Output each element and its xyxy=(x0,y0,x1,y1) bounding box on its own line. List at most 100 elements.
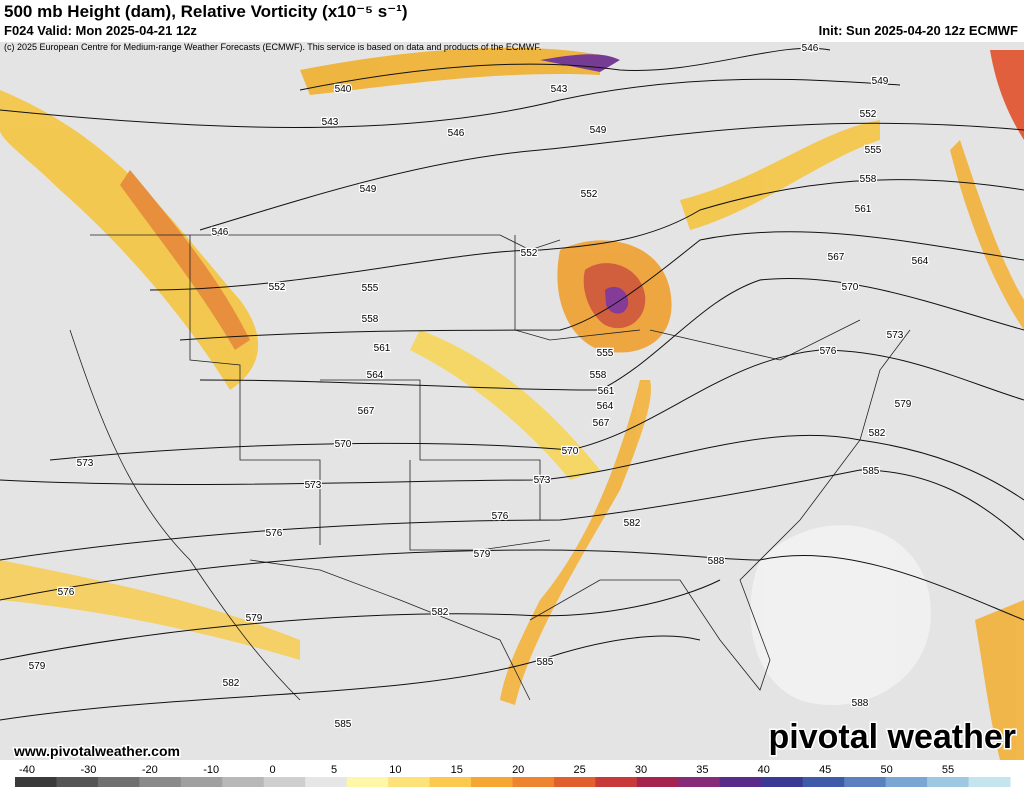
contour-label: 543 xyxy=(322,117,339,128)
colorbar-swatch xyxy=(761,777,804,787)
colorbar-swatch xyxy=(719,777,762,787)
watermark: pivotal weather xyxy=(768,718,1016,756)
contour-label: 576 xyxy=(58,587,75,598)
colorbar-label: 55 xyxy=(942,764,954,776)
contour-label: 564 xyxy=(597,401,614,412)
contour-label: 561 xyxy=(598,386,615,397)
colorbar: -40 -30 -20 -10 0 5 10 15 20 25 30 35 40 45 50 55 xyxy=(0,760,1024,791)
contour-label: 561 xyxy=(374,343,391,354)
colorbar-label: 50 xyxy=(880,764,892,776)
contour-label: 543 xyxy=(551,84,568,95)
colorbar-swatch xyxy=(305,777,348,787)
colorbar-swatch xyxy=(180,777,223,787)
contour-label: 558 xyxy=(860,174,877,185)
colorbar-label: 5 xyxy=(331,764,337,776)
contour-label: 546 xyxy=(802,43,819,54)
contour-label: 573 xyxy=(534,475,551,486)
colorbar-label: 0 xyxy=(270,764,276,776)
colorbar-label: -20 xyxy=(142,764,158,776)
contour-label: 567 xyxy=(828,252,845,263)
init-time: Init: Sun 2025-04-20 12z ECMWF xyxy=(818,23,1018,38)
colorbar-swatch xyxy=(678,777,721,787)
contour-label: 549 xyxy=(872,76,889,87)
colorbar-swatch xyxy=(553,777,596,787)
contour-label: 549 xyxy=(360,184,377,195)
url: www.pivotalweather.com xyxy=(13,743,180,759)
colorbar-swatch xyxy=(636,777,679,787)
contour-label: 567 xyxy=(358,406,375,417)
contour-label: 585 xyxy=(537,657,554,668)
contour-label: 555 xyxy=(597,348,614,359)
colorbar-swatch xyxy=(263,777,306,787)
contour-label: 552 xyxy=(521,248,538,259)
colorbar-swatch xyxy=(346,777,389,787)
contour-label-layer: 546 549 552 555 558 561 564 567 570 573 576 579 582 5… xyxy=(27,42,930,732)
colorbar-label: 25 xyxy=(573,764,585,776)
contour-label: 582 xyxy=(624,518,641,529)
contour-label: 576 xyxy=(266,528,283,539)
contour-label: 579 xyxy=(474,549,491,560)
contour-label: 585 xyxy=(335,719,352,730)
colorbar-swatch xyxy=(15,777,57,787)
colorbar-swatch xyxy=(97,777,140,787)
colorbar-swatch xyxy=(139,777,182,787)
title: 500 mb Height (dam), Relative Vorticity … xyxy=(4,2,408,21)
colorbar-label: -40 xyxy=(19,764,35,776)
contour-label: 573 xyxy=(887,330,904,341)
contour-label: 552 xyxy=(581,189,598,200)
colorbar-swatch xyxy=(885,777,928,787)
contour-label: 585 xyxy=(863,466,880,477)
colorbar-swatch xyxy=(595,777,638,787)
colorbar-label: 40 xyxy=(758,764,770,776)
contour-label: 579 xyxy=(246,613,263,624)
contour-label: 552 xyxy=(860,109,877,120)
colorbar-swatch xyxy=(388,777,431,787)
height-contours xyxy=(0,47,1024,721)
colorbar-label: 20 xyxy=(512,764,524,776)
colorbar-label: -30 xyxy=(80,764,96,776)
colorbar-swatch xyxy=(56,777,99,787)
colorbar-swatch xyxy=(222,777,265,787)
contour-label: 570 xyxy=(842,282,859,293)
contour-label: 582 xyxy=(432,607,449,618)
colorbar-label: 10 xyxy=(389,764,401,776)
colorbar-swatch xyxy=(968,777,1011,787)
contour-label: 570 xyxy=(335,439,352,450)
contour-label: 555 xyxy=(865,145,882,156)
contour-label: 540 xyxy=(335,84,352,95)
contour-label: 558 xyxy=(590,370,607,381)
contour-label: 570 xyxy=(562,446,579,457)
credit: (c) 2025 European Centre for Medium-rang… xyxy=(4,42,542,52)
colorbar-label: 45 xyxy=(819,764,831,776)
contour-label: 561 xyxy=(855,204,872,215)
colorbar-swatch xyxy=(471,777,513,787)
contour-label: 546 xyxy=(448,128,465,139)
colorbar-label: 35 xyxy=(696,764,708,776)
contour-label: 555 xyxy=(362,283,379,294)
colorbar-swatch xyxy=(512,777,555,787)
contour-label: 564 xyxy=(912,256,929,267)
colorbar-swatch xyxy=(927,777,970,787)
contour-label: 579 xyxy=(29,661,46,672)
contour-label: 588 xyxy=(708,556,725,567)
contour-label: 549 xyxy=(590,125,607,136)
contour-label: 546 xyxy=(212,227,229,238)
contour-label: 567 xyxy=(593,418,610,429)
colorbar-swatch xyxy=(429,777,472,787)
contour-label: 576 xyxy=(820,346,837,357)
colorbar-label: 30 xyxy=(635,764,647,776)
contour-label: 573 xyxy=(77,458,94,469)
contour-label: 573 xyxy=(305,480,322,491)
valid-time: F024 Valid: Mon 2025-04-21 12z xyxy=(4,23,197,38)
contour-label: 582 xyxy=(223,678,240,689)
colorbar-label: 15 xyxy=(451,764,463,776)
colorbar-swatch xyxy=(844,777,887,787)
contour-label: 579 xyxy=(895,399,912,410)
contour-label: 552 xyxy=(269,282,286,293)
contour-label: 558 xyxy=(362,314,379,325)
colorbar-label: -10 xyxy=(203,764,219,776)
contour-label: 588 xyxy=(852,698,869,709)
contour-label: 582 xyxy=(869,428,886,439)
